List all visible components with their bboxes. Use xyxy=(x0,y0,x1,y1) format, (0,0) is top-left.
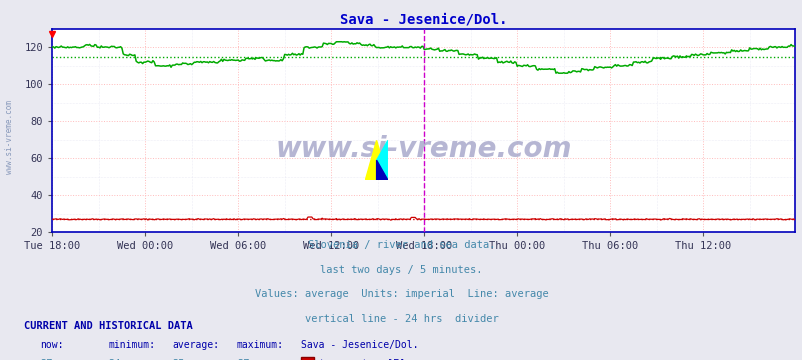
Text: Slovenia / river and sea data.: Slovenia / river and sea data. xyxy=(307,240,495,251)
Text: 27: 27 xyxy=(237,359,249,360)
Polygon shape xyxy=(376,160,387,180)
Text: average:: average: xyxy=(172,340,220,350)
Text: 27: 27 xyxy=(40,359,53,360)
Text: now:: now: xyxy=(40,340,63,350)
Text: www.si-vreme.com: www.si-vreme.com xyxy=(5,100,14,174)
Text: Values: average  Units: imperial  Line: average: Values: average Units: imperial Line: av… xyxy=(254,289,548,300)
Polygon shape xyxy=(376,140,387,180)
Text: temperature[F]: temperature[F] xyxy=(318,359,406,360)
Text: Sava - Jesenice/Dol.: Sava - Jesenice/Dol. xyxy=(301,340,418,350)
Title: Sava - Jesenice/Dol.: Sava - Jesenice/Dol. xyxy=(339,12,507,26)
Polygon shape xyxy=(365,140,387,180)
Text: 24: 24 xyxy=(108,359,121,360)
Text: maximum:: maximum: xyxy=(237,340,284,350)
Text: vertical line - 24 hrs  divider: vertical line - 24 hrs divider xyxy=(304,314,498,324)
Text: CURRENT AND HISTORICAL DATA: CURRENT AND HISTORICAL DATA xyxy=(24,321,192,332)
Text: 25: 25 xyxy=(172,359,185,360)
Text: www.si-vreme.com: www.si-vreme.com xyxy=(275,135,571,163)
Text: minimum:: minimum: xyxy=(108,340,156,350)
Text: last two days / 5 minutes.: last two days / 5 minutes. xyxy=(320,265,482,275)
